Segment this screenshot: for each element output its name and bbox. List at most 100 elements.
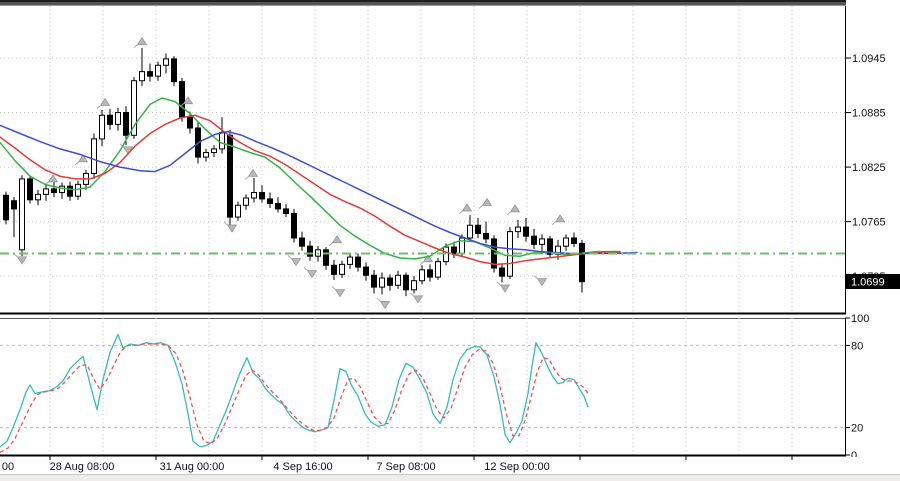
candle-bullish	[91, 133, 97, 179]
candle-bearish	[3, 191, 9, 225]
candle-body	[547, 238, 553, 255]
candle-bearish	[547, 236, 553, 258]
fractal-up-icon-tail	[458, 210, 463, 215]
ma-fast-line	[0, 97, 621, 260]
fractal-down-icon	[306, 270, 318, 279]
candle-body	[267, 198, 273, 204]
stochastic-plot-area[interactable]	[0, 318, 845, 455]
time-axis-background[interactable]	[0, 457, 900, 474]
candle-bullish	[43, 184, 49, 201]
candle-body	[579, 242, 585, 283]
candle-body	[435, 261, 441, 278]
candle-bearish	[571, 232, 577, 248]
candle-body	[211, 148, 217, 154]
candle-body	[107, 114, 113, 125]
candle-bearish	[171, 56, 177, 87]
candle-body	[251, 192, 257, 199]
fractal-down-icon-tail	[303, 267, 308, 271]
fractal-up-icon	[247, 168, 259, 177]
candle-bullish	[347, 252, 353, 269]
candle-bearish	[363, 262, 369, 281]
candle-body	[451, 246, 457, 254]
candle-body	[171, 58, 177, 83]
candle-body	[515, 226, 521, 233]
price-axis-label: 1.0945	[852, 53, 886, 65]
fractal-down-icon-tail	[287, 255, 292, 260]
ma-mid-line	[0, 114, 621, 266]
main-plot-area[interactable]	[0, 6, 845, 313]
current-price-badge: 1.0699	[846, 274, 900, 289]
candle-bearish	[147, 63, 153, 82]
candle-bearish	[27, 176, 33, 204]
candle-bullish	[395, 270, 401, 289]
price-axis-background[interactable]	[846, 0, 900, 456]
candle-body	[43, 188, 49, 195]
candle-bearish	[11, 197, 17, 238]
candle-body	[219, 132, 225, 150]
candle-bullish	[211, 145, 217, 158]
candle-body	[131, 80, 137, 136]
candle-bullish	[139, 48, 145, 87]
fractal-up-icon	[99, 97, 111, 106]
candle-body	[323, 249, 329, 266]
fractal-up-icon	[182, 96, 194, 105]
candle-bearish	[51, 179, 57, 198]
candle-bullish	[339, 260, 345, 278]
candle-body	[99, 114, 105, 140]
candle-bearish	[299, 231, 305, 251]
candle-body	[179, 81, 185, 118]
fractal-up-icon-tail	[551, 221, 556, 226]
fractal-down-icon	[536, 278, 548, 287]
time-axis-label: 31 Aug 00:00	[160, 461, 225, 473]
candle-body	[51, 188, 57, 194]
candle-body	[307, 245, 313, 257]
fractal-up-icon-tail	[244, 176, 249, 180]
candle-bullish	[163, 53, 169, 74]
candle-body	[411, 280, 417, 291]
fractal-down-icon-tail	[409, 292, 414, 297]
fractal-up-icon-tail	[74, 161, 79, 166]
candle-body	[203, 152, 209, 158]
candle-body	[355, 256, 361, 268]
fractal-down-icon-tail	[496, 281, 501, 286]
candle-body	[571, 237, 577, 244]
candle-bullish	[467, 215, 473, 242]
candle-bearish	[179, 78, 185, 122]
candle-body	[11, 200, 17, 210]
candle-bearish	[275, 197, 281, 213]
fractal-up-icon	[422, 254, 434, 263]
candle-body	[427, 269, 433, 278]
candle-body	[331, 264, 337, 275]
stoch-axis-label: 80	[851, 340, 863, 352]
stoch-axis-label: 100	[851, 313, 869, 325]
fractal-up-icon	[77, 154, 89, 163]
candle-bearish	[355, 253, 361, 272]
time-axis: 00 28 Aug 08:00 31 Aug 00:00 4 Sep 16:00 7 S…	[0, 456, 900, 474]
fractal-up-icon	[554, 214, 566, 223]
time-axis-label: 7 Sep 08:00	[376, 461, 435, 473]
time-axis-label: 12 Sep 00:00	[484, 461, 549, 473]
fractal-down-icon	[290, 258, 302, 267]
fractal-up-icon	[481, 197, 493, 206]
candle-bullish	[411, 276, 417, 294]
candle-body	[339, 263, 345, 275]
candle-body	[3, 194, 9, 221]
candle-body	[19, 178, 25, 251]
fractal-down-icon	[412, 295, 424, 304]
fractal-up-icon	[136, 36, 148, 45]
fractal-up-icon	[509, 204, 521, 213]
candle-bullish	[131, 77, 137, 139]
fractal-up-icon	[331, 235, 343, 244]
candle-body	[243, 197, 249, 206]
candle-bearish	[579, 239, 585, 293]
fractal-up-icon	[461, 203, 473, 212]
candle-bearish	[283, 204, 289, 218]
candle-body	[27, 178, 33, 201]
candle-bullish	[19, 175, 25, 257]
price-axis-label: 1.0765	[852, 217, 886, 229]
candle-body	[379, 277, 385, 288]
fractal-down-icon	[16, 256, 28, 265]
